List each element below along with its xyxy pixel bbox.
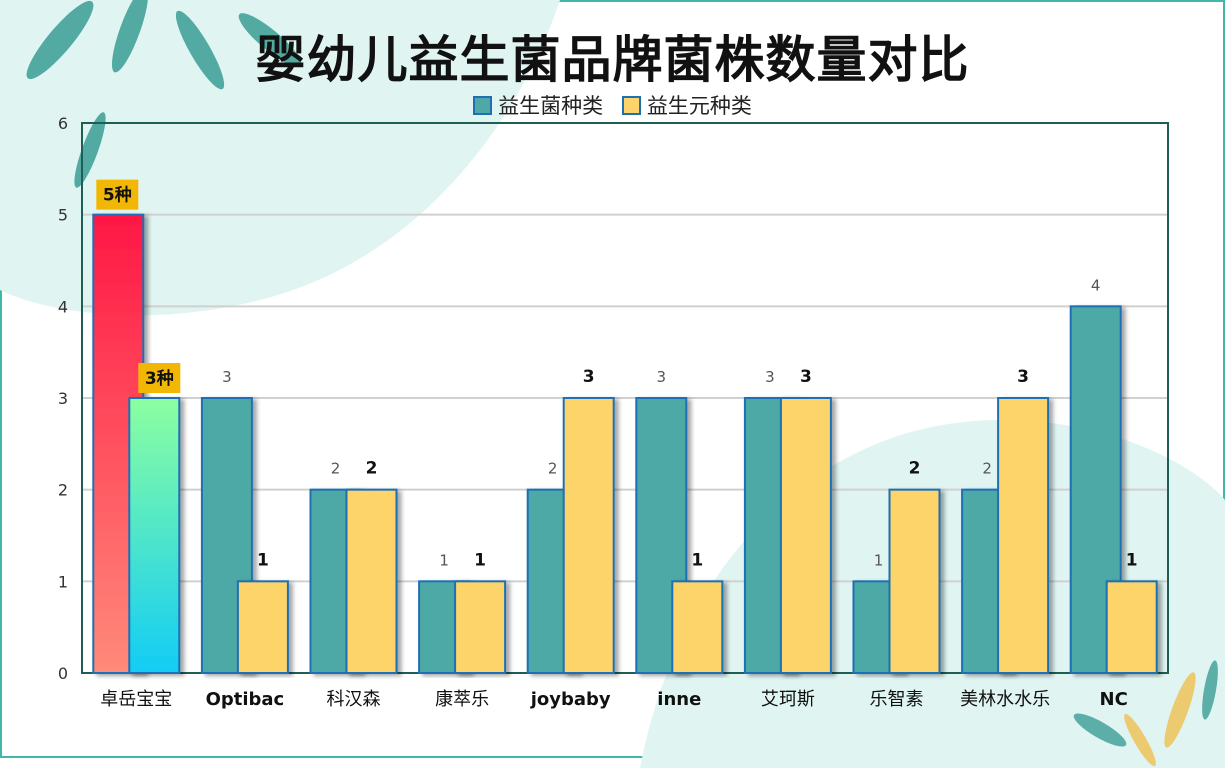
legend: 益生菌种类 益生元种类: [0, 90, 1225, 120]
legend-swatch: [621, 95, 641, 115]
plot-area-border: [81, 122, 1169, 674]
data-label: 3种: [145, 368, 174, 389]
x-tick-label: 乐智素: [870, 689, 924, 710]
y-tick-label: 6: [58, 114, 68, 133]
data-label: 1: [874, 551, 884, 569]
legend-label: 益生菌种类: [498, 94, 604, 118]
x-tick-label: 康萃乐: [435, 689, 489, 710]
bar-prebiotic: [888, 488, 941, 674]
x-tick-label: Optibac: [206, 689, 285, 710]
bar-prebiotic: [997, 397, 1050, 674]
data-label: 2: [909, 459, 921, 479]
bar-prebiotic: [236, 580, 289, 674]
data-label-badge: [96, 179, 139, 210]
bar-prebiotic: [128, 397, 181, 674]
legend-item-prebiotic: 益生元种类: [621, 90, 752, 120]
chart-title: 婴幼儿益生菌品牌菌株数量对比: [255, 31, 970, 89]
x-tick-label: NC: [1100, 689, 1128, 710]
data-label: 1: [439, 551, 449, 569]
data-label: 5种: [103, 185, 132, 206]
x-tick-label: 美林水水乐: [960, 689, 1050, 710]
data-label: 2: [331, 460, 341, 478]
bar-prebiotic: [562, 397, 615, 674]
data-label: 3: [800, 367, 812, 387]
y-tick-label: 5: [58, 206, 68, 225]
legend-swatch: [473, 95, 493, 115]
x-tick-label: joybaby: [530, 689, 611, 710]
data-label: 3: [657, 368, 667, 386]
bar-prebiotic: [1105, 580, 1158, 674]
leaf-icon: [1124, 672, 1196, 767]
data-label: 1: [257, 550, 269, 570]
x-tick-label: 科汉森: [327, 689, 381, 710]
x-tick-label: 卓岳宝宝: [100, 689, 172, 710]
legend-label: 益生元种类: [646, 94, 752, 118]
data-label: 1: [474, 550, 486, 570]
data-label: 2: [366, 459, 378, 479]
y-tick-label: 1: [58, 572, 68, 591]
data-label: 1: [691, 550, 703, 570]
data-label: 1: [1126, 550, 1138, 570]
data-label: 3: [1017, 367, 1029, 387]
leaf-icon: [1073, 660, 1218, 747]
y-tick-label: 0: [58, 664, 68, 683]
bar-prebiotic: [454, 580, 507, 674]
data-label: 3: [222, 368, 232, 386]
bar-prebiotic: [779, 397, 832, 674]
data-label-badge: [138, 363, 181, 393]
data-label: 2: [548, 460, 558, 478]
y-tick-label: 3: [58, 389, 68, 408]
y-tick-label: 2: [58, 481, 68, 500]
data-label: 3: [583, 367, 595, 387]
bar-prebiotic: [345, 488, 398, 674]
x-tick-label: inne: [657, 689, 701, 710]
legend-item-probiotic: 益生菌种类: [473, 90, 603, 120]
data-label: 2: [982, 460, 992, 478]
x-tick-label: 艾珂斯: [761, 689, 815, 710]
bar-prebiotic: [671, 580, 724, 674]
data-label: 3: [765, 368, 775, 386]
data-label: 4: [1091, 276, 1101, 294]
y-tick-label: 4: [58, 297, 68, 316]
